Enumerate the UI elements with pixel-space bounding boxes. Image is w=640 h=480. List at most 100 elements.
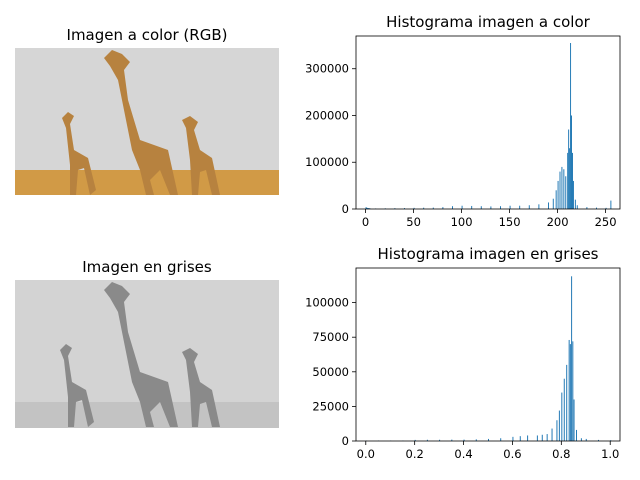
color-histogram: Histograma imagen a color 0 50 100 150 200 250…: [305, 13, 621, 229]
color-hist-bar: [471, 205, 473, 209]
color-hist-bar: [570, 43, 572, 209]
gray-hist-bar: [580, 438, 582, 441]
color-hist-bar: [442, 207, 444, 209]
color-hist-bar: [565, 176, 567, 209]
color-hist-bar: [548, 202, 549, 209]
color-giraffes: [62, 50, 220, 195]
color-hist-bar: [559, 171, 561, 209]
gray-hist-x-tick-label: 0.6: [503, 447, 521, 461]
color-giraffe-photo: [15, 48, 279, 195]
color-hist-bar: [500, 206, 501, 209]
color-hist-bar: [571, 115, 572, 209]
gray-hist-bar: [598, 439, 599, 441]
gray-hist-bar: [451, 439, 453, 441]
gray-hist-bar: [546, 434, 548, 441]
color-hist-x-tick-label: 100: [451, 215, 473, 229]
color-hist-bar: [561, 166, 563, 209]
color-hist-bar: [555, 190, 557, 209]
color-hist-bar: [461, 205, 463, 209]
color-hist-bar: [404, 208, 405, 209]
color-hist-x-tick-label: 150: [499, 215, 521, 229]
color-image-panel: Imagen a color (RGB): [15, 26, 279, 195]
gray-hist-y-tick-label: 100000: [305, 296, 349, 310]
color-hist-bar: [490, 206, 492, 209]
gray-hist-bar: [568, 339, 570, 441]
color-hist-bar: [365, 207, 367, 209]
color-hist-x-tick-label: 0: [362, 215, 369, 229]
color-hist-bar: [480, 206, 482, 209]
color-hist-bar: [394, 208, 396, 209]
gray-hist-bar: [512, 436, 514, 441]
gray-hist-bar: [558, 410, 560, 441]
color-hist-bar: [528, 205, 530, 209]
gray-hist-bar: [500, 438, 502, 441]
color-hist-title: Histograma imagen a color: [386, 13, 590, 31]
gray-giraffes: [60, 282, 220, 427]
color-hist-bar: [572, 180, 574, 209]
color-hist-x-tick-label: 200: [547, 215, 569, 229]
color-hist-bar: [452, 206, 453, 209]
gray-hist-bar: [563, 378, 565, 441]
color-hist-x-tick-label: 250: [595, 215, 617, 229]
gray-giraffe-photo: [15, 280, 279, 428]
color-image-title: Imagen a color (RGB): [67, 26, 228, 44]
gray-hist-bar: [573, 399, 575, 441]
gray-hist-y-tick-label: 25000: [312, 399, 349, 413]
gray-image-title: Imagen en grises: [82, 258, 212, 276]
gray-hist-x-tick-label: 0.2: [406, 447, 424, 461]
color-hist-bar: [423, 207, 425, 209]
color-hist-bar: [519, 205, 521, 209]
gray-hist-bar: [519, 436, 521, 441]
color-hist-bar: [567, 152, 569, 209]
color-hist-bar: [538, 204, 540, 209]
gray-hist-bar: [556, 420, 558, 441]
color-hist-bar: [557, 180, 559, 209]
color-hist-y-tick-label: 0: [342, 202, 349, 216]
color-hist-bar: [596, 207, 597, 209]
color-hist-y-tick-label: 100000: [305, 155, 349, 169]
gray-hist-bar: [561, 392, 563, 441]
gray-hist-bar: [488, 438, 489, 441]
gray-hist-bar: [541, 434, 543, 441]
gray-hist-bar: [610, 440, 612, 441]
gray-hist-title: Histograma imagen en grises: [378, 245, 599, 263]
color-hist-bar: [586, 207, 588, 209]
gray-hist-bar: [414, 439, 416, 441]
color-hist-bar: [576, 205, 578, 209]
gray-hist-bar: [576, 429, 577, 441]
color-hist-axes-frame: [355, 35, 621, 210]
gray-hist-bar: [566, 364, 568, 441]
color-hist-y-tick-label: 300000: [305, 62, 349, 76]
gray-hist-y-tick-label: 50000: [312, 365, 349, 379]
color-hist-bar: [367, 208, 369, 209]
gray-hist-bar: [572, 341, 574, 441]
color-hist-bar: [432, 207, 434, 209]
gray-hist-bar: [536, 435, 538, 441]
gray-hist-x-tick-label: 0.8: [552, 447, 570, 461]
color-hist-bar: [610, 200, 612, 209]
color-hist-bar: [605, 207, 607, 209]
color-hist-bar: [568, 129, 570, 209]
gray-hist-axes-frame: [355, 267, 621, 442]
color-hist-bar: [368, 208, 370, 209]
gray-hist-bar: [475, 439, 477, 441]
gray-hist-x-tick-label: 0.4: [454, 447, 472, 461]
gray-hist-x-tick-label: 0.0: [357, 447, 375, 461]
gray-hist-bar: [571, 276, 573, 441]
color-hist-bar: [509, 205, 511, 209]
color-hist-y-tick-label: 200000: [305, 108, 349, 122]
gray-hist-bar: [426, 439, 428, 441]
gray-hist-x-tick-label: 1.0: [601, 447, 619, 461]
color-hist-bar: [569, 148, 571, 209]
gray-hist-bar: [439, 439, 441, 441]
gray-hist-y-tick-label: 0: [342, 434, 349, 448]
color-hist-x-tick-label: 50: [406, 215, 421, 229]
gray-image-panel: Imagen en grises: [15, 258, 279, 428]
color-hist-bar: [574, 199, 576, 209]
gray-hist-y-tick-label: 75000: [312, 330, 349, 344]
gray-hist-bar: [463, 439, 465, 441]
gray-hist-bar: [585, 438, 587, 441]
color-hist-bar: [366, 207, 368, 209]
color-hist-bar: [552, 198, 554, 209]
